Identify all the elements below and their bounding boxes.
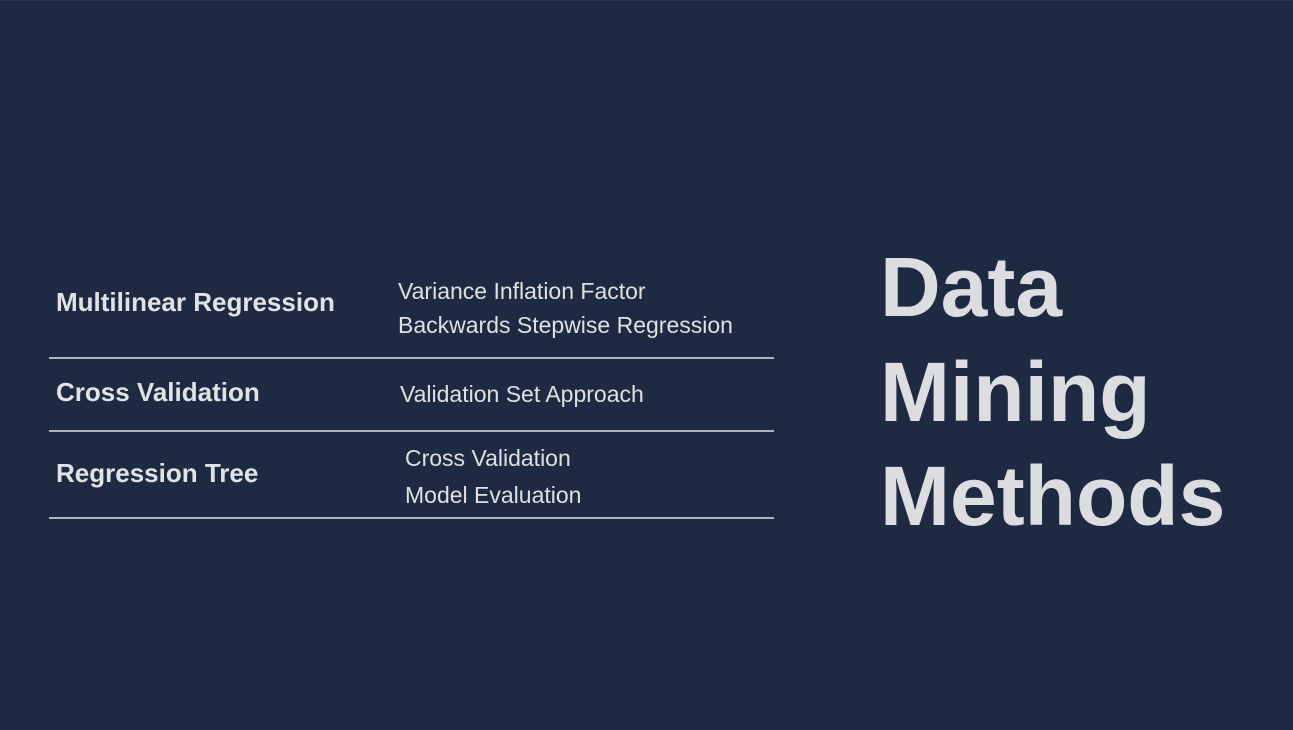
detail-backwards-stepwise-regression: Backwards Stepwise Regression: [398, 312, 733, 338]
topic-cross-validation: Cross Validation: [56, 377, 260, 407]
row-divider: [49, 430, 774, 432]
topic-multilinear-regression: Multilinear Regression: [56, 287, 335, 317]
title-line-methods: Methods: [880, 449, 1226, 543]
row-divider: [49, 517, 774, 519]
title-line-data: Data: [880, 240, 1063, 334]
detail-variance-inflation-factor: Variance Inflation Factor: [398, 278, 646, 304]
row-divider: [49, 357, 774, 359]
detail-validation-set-approach: Validation Set Approach: [400, 381, 644, 407]
detail-model-evaluation: Model Evaluation: [405, 482, 582, 508]
slide-top-border: [0, 0, 1293, 1]
detail-cross-validation: Cross Validation: [405, 445, 571, 471]
title-line-mining: Mining: [880, 345, 1151, 439]
topic-regression-tree: Regression Tree: [56, 458, 259, 488]
